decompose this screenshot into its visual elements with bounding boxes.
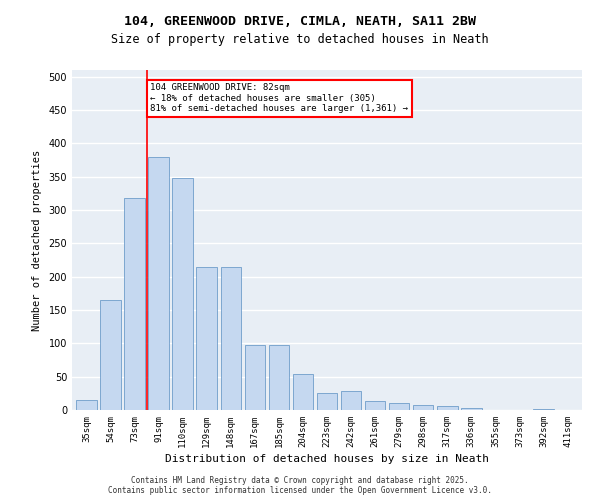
Bar <box>196 266 217 410</box>
Bar <box>389 404 409 410</box>
Bar <box>269 346 289 410</box>
Text: 104, GREENWOOD DRIVE, CIMLA, NEATH, SA11 2BW: 104, GREENWOOD DRIVE, CIMLA, NEATH, SA11… <box>124 15 476 28</box>
Text: 104 GREENWOOD DRIVE: 82sqm
← 18% of detached houses are smaller (305)
81% of sem: 104 GREENWOOD DRIVE: 82sqm ← 18% of deta… <box>150 84 408 113</box>
X-axis label: Distribution of detached houses by size in Neath: Distribution of detached houses by size … <box>165 454 489 464</box>
Bar <box>341 392 361 410</box>
Bar <box>245 346 265 410</box>
Bar <box>437 406 458 410</box>
Text: Size of property relative to detached houses in Neath: Size of property relative to detached ho… <box>111 32 489 46</box>
Bar <box>413 404 433 410</box>
Bar <box>293 374 313 410</box>
Bar <box>221 266 241 410</box>
Text: Contains HM Land Registry data © Crown copyright and database right 2025.
Contai: Contains HM Land Registry data © Crown c… <box>108 476 492 495</box>
Bar <box>100 300 121 410</box>
Bar <box>317 394 337 410</box>
Bar <box>461 408 482 410</box>
Y-axis label: Number of detached properties: Number of detached properties <box>32 150 41 330</box>
Bar <box>172 178 193 410</box>
Bar <box>76 400 97 410</box>
Bar <box>365 402 385 410</box>
Bar <box>148 156 169 410</box>
Bar <box>124 198 145 410</box>
